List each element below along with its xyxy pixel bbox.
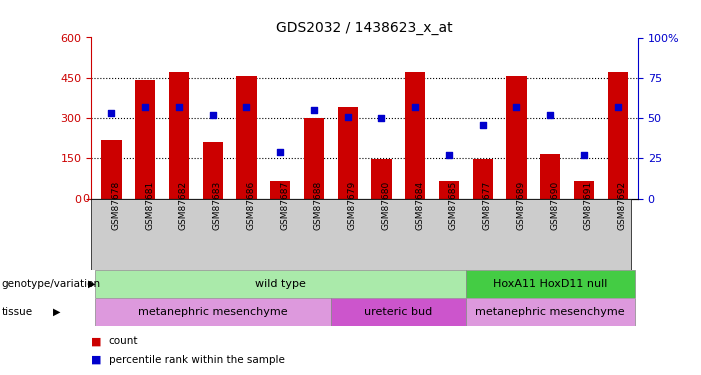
Text: metanephric mesenchyme: metanephric mesenchyme: [475, 307, 625, 317]
Text: ▶: ▶: [88, 279, 95, 289]
Bar: [203, 142, 223, 199]
Text: GSM87687: GSM87687: [280, 181, 289, 231]
FancyBboxPatch shape: [91, 199, 631, 270]
Bar: [405, 72, 426, 199]
Bar: [439, 181, 459, 199]
Title: GDS2032 / 1438623_x_at: GDS2032 / 1438623_x_at: [276, 21, 453, 35]
FancyBboxPatch shape: [331, 298, 465, 326]
Text: wild type: wild type: [254, 279, 306, 289]
Point: [139, 104, 151, 110]
Point: [409, 104, 421, 110]
Point: [106, 110, 117, 116]
Bar: [506, 76, 526, 199]
Text: GSM87684: GSM87684: [415, 182, 424, 230]
Text: ■: ■: [91, 355, 102, 365]
Text: metanephric mesenchyme: metanephric mesenchyme: [138, 307, 287, 317]
FancyBboxPatch shape: [95, 298, 331, 326]
Bar: [270, 181, 290, 199]
Text: GSM87678: GSM87678: [111, 181, 121, 231]
Point: [173, 104, 184, 110]
Text: GSM87680: GSM87680: [381, 181, 390, 231]
Bar: [540, 154, 560, 199]
FancyBboxPatch shape: [95, 270, 465, 298]
Bar: [304, 118, 324, 199]
Text: HoxA11 HoxD11 null: HoxA11 HoxD11 null: [493, 279, 607, 289]
Text: ureteric bud: ureteric bud: [364, 307, 433, 317]
Text: GSM87690: GSM87690: [550, 181, 559, 231]
Bar: [574, 181, 594, 199]
FancyBboxPatch shape: [465, 270, 634, 298]
Point: [275, 149, 286, 155]
Point: [308, 107, 320, 113]
Bar: [169, 72, 189, 199]
Text: GSM87681: GSM87681: [145, 181, 154, 231]
Point: [376, 115, 387, 121]
Point: [207, 112, 218, 118]
Text: ■: ■: [91, 336, 102, 346]
Text: GSM87679: GSM87679: [348, 181, 357, 231]
Bar: [472, 159, 493, 199]
Text: 0: 0: [83, 194, 90, 204]
Text: GSM87682: GSM87682: [179, 182, 188, 230]
Text: GSM87691: GSM87691: [584, 181, 593, 231]
Text: GSM87692: GSM87692: [618, 182, 627, 230]
Text: tissue: tissue: [1, 307, 32, 317]
Text: percentile rank within the sample: percentile rank within the sample: [109, 355, 285, 365]
Text: count: count: [109, 336, 138, 346]
Bar: [372, 159, 392, 199]
Point: [612, 104, 623, 110]
Point: [511, 104, 522, 110]
Point: [545, 112, 556, 118]
Text: GSM87686: GSM87686: [246, 181, 255, 231]
Text: genotype/variation: genotype/variation: [1, 279, 100, 289]
Point: [578, 152, 590, 158]
Text: GSM87689: GSM87689: [517, 181, 526, 231]
Point: [477, 122, 489, 128]
Text: GSM87688: GSM87688: [314, 181, 323, 231]
Bar: [101, 140, 121, 199]
Text: ▶: ▶: [53, 307, 60, 317]
Bar: [135, 81, 155, 199]
Point: [443, 152, 454, 158]
Bar: [608, 72, 628, 199]
Bar: [337, 107, 358, 199]
Bar: [236, 76, 257, 199]
Text: GSM87685: GSM87685: [449, 181, 458, 231]
Text: GSM87683: GSM87683: [212, 181, 222, 231]
FancyBboxPatch shape: [465, 298, 634, 326]
Text: GSM87677: GSM87677: [483, 181, 491, 231]
Point: [240, 104, 252, 110]
Point: [342, 114, 353, 120]
